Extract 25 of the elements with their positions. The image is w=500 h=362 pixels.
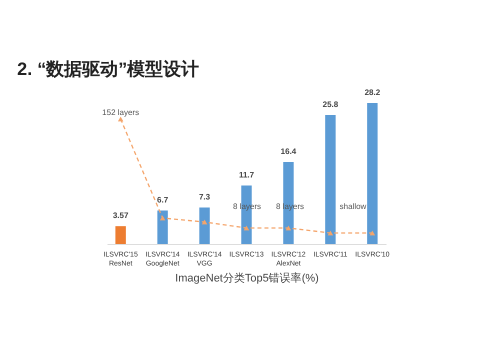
data-label: 3.57 xyxy=(112,211,129,220)
point xyxy=(286,226,292,230)
point xyxy=(370,230,376,236)
data-label: 7.3 xyxy=(198,192,211,202)
data-label: 16.4 xyxy=(280,147,297,156)
chart-title: 2. “数据驱动”模型设计 xyxy=(17,59,200,79)
bar xyxy=(157,210,168,244)
data-label: 25.8 xyxy=(322,100,339,109)
point xyxy=(118,116,124,122)
point xyxy=(244,226,250,230)
point xyxy=(202,220,208,224)
annotation: 8 layers xyxy=(276,202,304,211)
x-axis-title: ImageNet分类Top5错误率(%) xyxy=(175,272,319,284)
bar xyxy=(199,208,210,244)
point xyxy=(160,216,166,220)
data-label: 28.2 xyxy=(364,88,381,97)
bar xyxy=(115,226,126,244)
bar xyxy=(325,115,336,244)
annotation: 8 layers xyxy=(232,202,262,211)
annotation: shallow xyxy=(340,202,367,211)
annotation: 152 layers xyxy=(102,108,140,117)
data-label: 11.7 xyxy=(238,170,255,180)
bar xyxy=(367,103,378,244)
point xyxy=(328,230,334,236)
data-label: 6.7 xyxy=(157,196,169,204)
